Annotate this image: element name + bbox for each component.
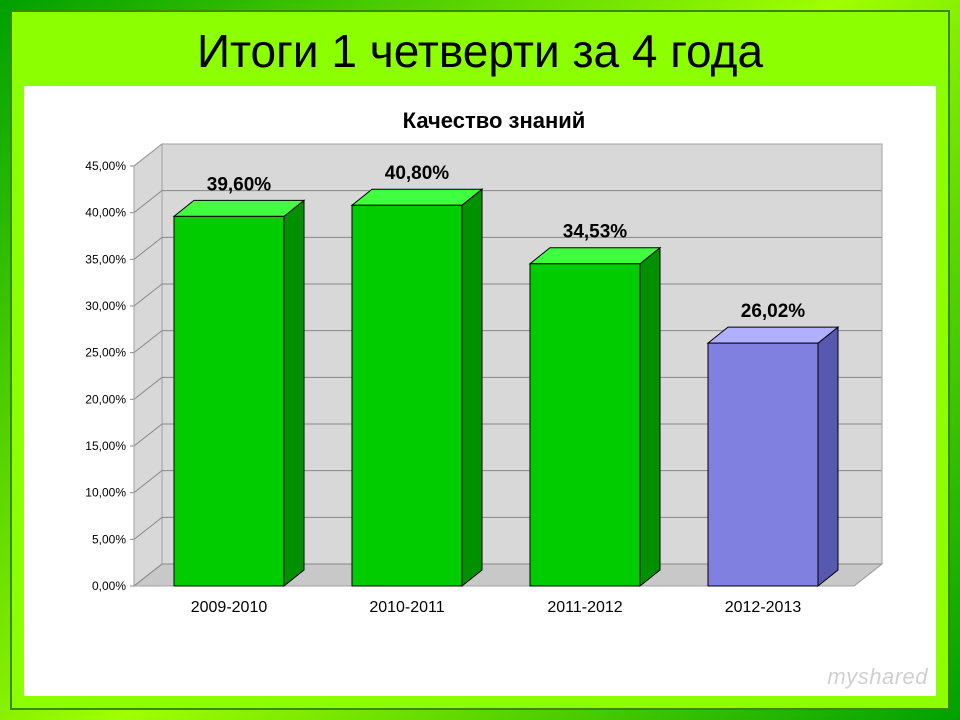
svg-text:30,00%: 30,00% — [85, 299, 126, 313]
svg-text:0,00%: 0,00% — [92, 579, 126, 593]
watermark: myshared — [827, 664, 928, 690]
svg-text:25,00%: 25,00% — [85, 346, 126, 360]
svg-text:15,00%: 15,00% — [85, 439, 126, 453]
svg-text:2010-2011: 2010-2011 — [369, 599, 444, 616]
svg-text:2009-2010: 2009-2010 — [191, 599, 268, 616]
svg-text:26,02%: 26,02% — [741, 301, 806, 322]
bar-chart: 0,00% 5,00% 10,00% 15,00% 20,00% 25,00% 30,00%… — [24, 86, 920, 646]
svg-text:Качество знаний: Качество знаний — [403, 108, 586, 133]
slide-body: Итоги 1 четверти за 4 года 0,00% 5,00% 10,… — [10, 10, 950, 710]
svg-text:40,80%: 40,80% — [385, 163, 450, 184]
slide-frame: Итоги 1 четверти за 4 года 0,00% 5,00% 10,… — [0, 0, 960, 720]
svg-text:20,00%: 20,00% — [85, 392, 126, 406]
svg-text:10,00%: 10,00% — [85, 486, 126, 500]
svg-text:40,00%: 40,00% — [85, 206, 126, 220]
svg-text:45,00%: 45,00% — [85, 159, 126, 173]
svg-text:35,00%: 35,00% — [85, 252, 126, 266]
svg-text:34,53%: 34,53% — [563, 222, 628, 243]
svg-text:2011-2012: 2011-2012 — [547, 599, 622, 616]
svg-text:39,60%: 39,60% — [207, 174, 272, 195]
page-title: Итоги 1 четверти за 4 года — [197, 24, 763, 78]
svg-text:2012-2013: 2012-2013 — [725, 599, 802, 616]
chart-panel: 0,00% 5,00% 10,00% 15,00% 20,00% 25,00% 30,00%… — [24, 86, 936, 696]
svg-text:5,00%: 5,00% — [92, 532, 126, 546]
